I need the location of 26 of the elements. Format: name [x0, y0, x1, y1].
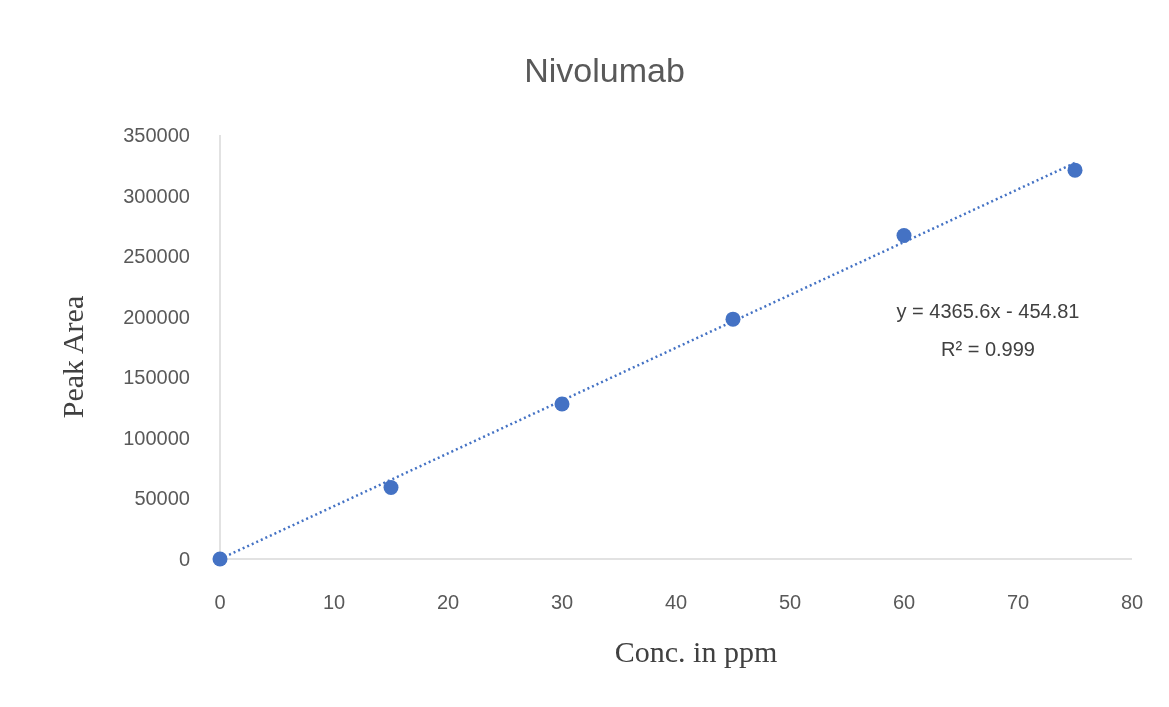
- x-tick-label: 20: [436, 591, 460, 613]
- y-tick-label: 250000: [123, 245, 190, 268]
- x-tick-label: 30: [550, 591, 574, 613]
- point: [1067, 162, 1083, 178]
- point: [212, 551, 228, 567]
- y-axis-title: Peak Area: [56, 295, 89, 419]
- annotation: R² = 0.999: [941, 338, 1035, 360]
- point: [896, 228, 912, 244]
- x-tick-label: 10: [322, 591, 346, 613]
- y-tick-label: 0: [178, 548, 190, 570]
- x-tick-label: 50: [778, 591, 802, 613]
- x-tick-label: 80: [1120, 591, 1144, 613]
- x-tick-label: 60: [892, 591, 916, 613]
- x-tick-label: 70: [1006, 591, 1030, 613]
- x-tick-label: 0: [214, 591, 226, 613]
- y-tick-label: 100000: [123, 426, 190, 449]
- annotation: y = 4365.6x - 454.81: [896, 300, 1080, 322]
- x-axis-title: Conc. in ppm: [614, 635, 778, 668]
- y-tick-label: 350000: [123, 124, 190, 146]
- y-tick-label: 50000: [134, 487, 190, 510]
- y-tick-label: 150000: [123, 366, 190, 389]
- chart-title: Nivolumab: [524, 51, 685, 89]
- y-tick-label: 200000: [123, 305, 190, 328]
- y-tick-label: 300000: [123, 184, 190, 207]
- x-tick-label: 40: [664, 591, 688, 613]
- point: [383, 480, 399, 496]
